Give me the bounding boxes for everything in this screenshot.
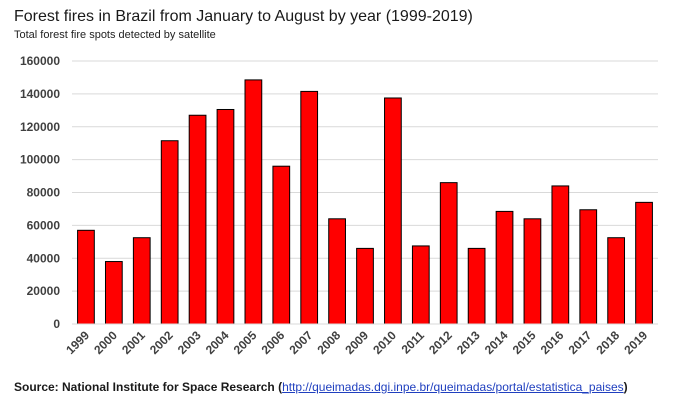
x-tick-label: 2008: [314, 328, 343, 357]
y-tick-label: 160000: [20, 54, 60, 68]
x-tick-label: 2009: [342, 328, 371, 357]
bar: [579, 209, 598, 325]
bars: [77, 79, 653, 325]
x-tick-label: 2012: [426, 328, 455, 357]
y-tick-label: 100000: [20, 153, 60, 167]
x-tick-label: 2001: [119, 328, 148, 357]
x-tick-label: 2016: [538, 328, 567, 357]
bar: [495, 210, 514, 325]
chart-title: Forest fires in Brazil from January to A…: [14, 8, 473, 25]
x-tick-label: 2003: [175, 328, 204, 357]
x-tick-label: 2014: [482, 328, 511, 357]
x-tick-label: 2005: [231, 328, 260, 357]
bar: [188, 114, 207, 325]
source-label: Source: National Institute for Space Res…: [14, 380, 283, 394]
y-tick-label: 140000: [20, 87, 60, 101]
y-tick-label: 40000: [27, 251, 61, 265]
bar: [272, 165, 291, 325]
x-tick-label: 2019: [621, 328, 650, 357]
x-tick-label: 2011: [399, 328, 428, 357]
y-tick-label: 20000: [27, 284, 61, 298]
bar: [104, 261, 123, 325]
bar: [77, 229, 95, 325]
bar: [467, 247, 486, 325]
bar: [523, 218, 542, 325]
x-tick-label: 2002: [147, 328, 176, 357]
x-tick-label: 2015: [510, 328, 539, 357]
bar: [356, 247, 374, 325]
bar: [411, 245, 430, 325]
x-tick-label: 2018: [593, 328, 622, 357]
bar: [244, 79, 263, 325]
bar: [216, 108, 235, 325]
y-tick-label: 0: [53, 317, 60, 331]
x-axis-ticks: 1999 2000 2001 2002 2003 2004 2005 2006 2007 2008…: [63, 328, 650, 357]
x-tick-label: 2000: [91, 328, 120, 357]
bar: [160, 140, 179, 325]
x-tick-label: 2006: [259, 328, 288, 357]
y-axis-ticks: 0 20000 40000 60000 80000 100000 120000 140000 1…: [20, 54, 60, 331]
bar: [328, 218, 346, 325]
bar: [300, 90, 319, 325]
x-tick-label: 2007: [287, 328, 316, 357]
x-tick-label: 2010: [370, 328, 399, 357]
x-tick-label: 2017: [566, 328, 595, 357]
y-tick-label: 120000: [20, 120, 60, 134]
bar: [439, 182, 458, 325]
x-tick-label: 2013: [454, 328, 483, 357]
source-url-link[interactable]: http://queimadas.dgi.inpe.br/queimadas/p…: [282, 380, 624, 394]
bar: [132, 237, 151, 325]
source-close-paren: ): [623, 380, 628, 394]
y-tick-label: 60000: [27, 218, 61, 232]
bar: [551, 185, 570, 325]
bar: [607, 237, 626, 325]
bar: [635, 201, 653, 325]
bar-chart: 0 20000 40000 60000 80000 100000 120000 140000 1…: [20, 54, 658, 357]
chart-subtitle: Total forest fire spots detected by sate…: [14, 29, 216, 41]
y-tick-label: 80000: [27, 186, 61, 200]
x-tick-label: 1999: [63, 328, 92, 357]
bar: [384, 97, 402, 325]
x-tick-label: 2004: [203, 328, 232, 357]
source-note: Source: National Institute for Space Res…: [14, 380, 628, 394]
